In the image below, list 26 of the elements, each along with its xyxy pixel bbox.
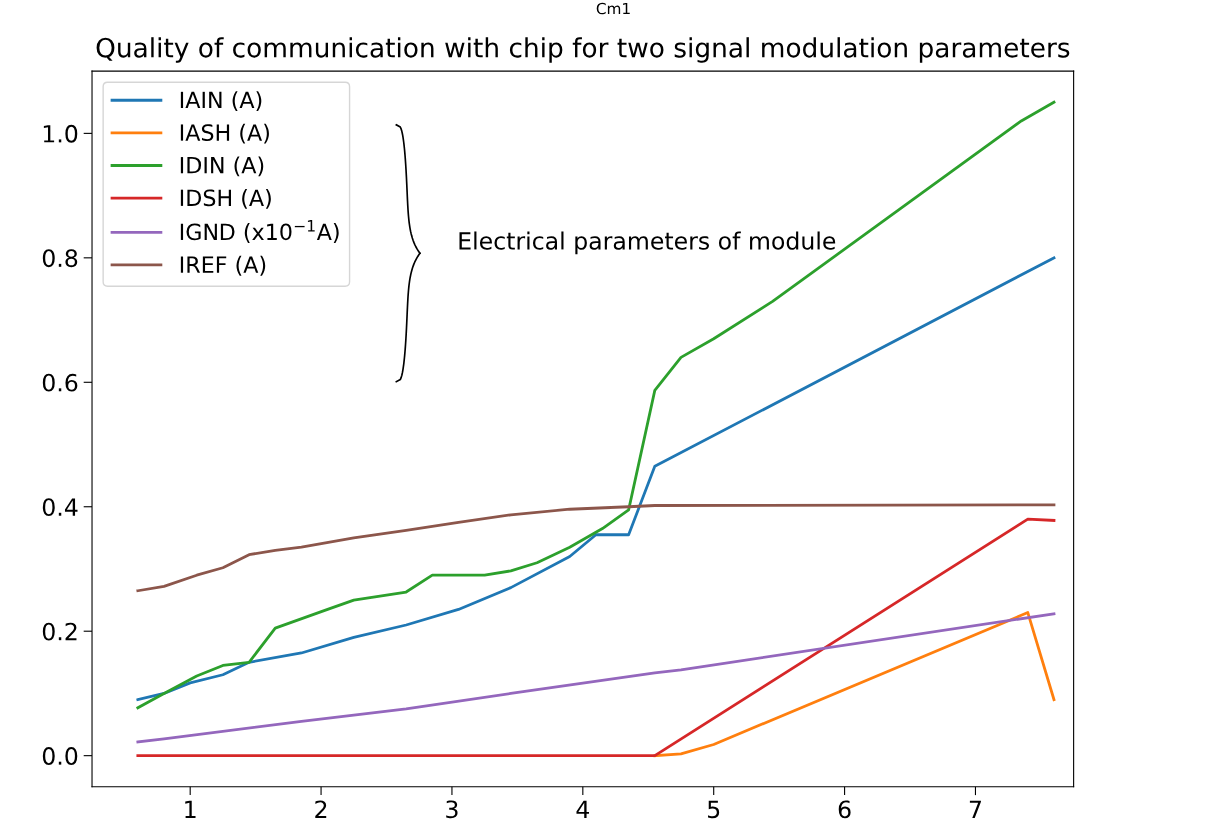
- legend-label: IREF (A): [180, 255, 266, 276]
- line-series: [136, 612, 1056, 744]
- y-tick-label: 1.0: [43, 124, 78, 143]
- x-tick-label: 6: [838, 800, 851, 819]
- text: Cm1: [596, 2, 630, 15]
- y-tick-label: 0.0: [42, 747, 78, 765]
- y-tick-label: 0.2: [42, 622, 77, 641]
- chart-title: Quality of communication with chip for two signal modulation parameters: [96, 37, 1070, 63]
- x-tick-label: 2: [315, 800, 327, 818]
- y-tick-label: 0.4: [42, 498, 78, 517]
- legend-label: IGND (x10$^{−1}$A): [180, 220, 339, 243]
- x-tick-label: 4: [576, 800, 590, 818]
- x-tick-label: 5: [708, 800, 720, 819]
- legend-label: IDSH (A): [180, 189, 271, 209]
- x-tick-label: 1: [185, 800, 196, 818]
- legend-label: IDIN (A): [180, 156, 264, 177]
- line-series: [653, 611, 1056, 758]
- x-tick-label: 3: [446, 800, 458, 819]
- y-tick-label: 0.8: [42, 249, 78, 268]
- line-series: [136, 256, 1056, 702]
- y-tick-label: 0.6: [42, 373, 78, 392]
- legend-label: IASH (A): [180, 123, 269, 144]
- legend-label: IAIN (A): [180, 91, 262, 111]
- x-tick-label: 7: [969, 800, 981, 818]
- annotation: Electrical parameters of module: [459, 231, 836, 255]
- line-series: [136, 503, 1056, 593]
